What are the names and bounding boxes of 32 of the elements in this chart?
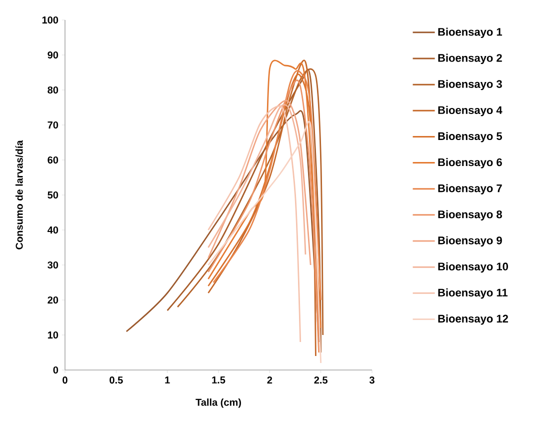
legend-label: Bioensayo 9 (438, 236, 502, 247)
legend-label: Bioensayo 4 (438, 106, 502, 116)
y-tick-label: 30 (48, 261, 58, 269)
legend-label: Bioensayo 8 (438, 210, 502, 220)
y-tick-label: 0 (53, 366, 58, 374)
y-tick-label: 70 (48, 121, 58, 129)
legend-label: Bioensayo 3 (438, 80, 502, 90)
y-axis-title: Consumo de larvas/día (15, 140, 23, 250)
y-tick-label: 80 (48, 86, 58, 94)
legend-label: Bioensayo 1 (438, 28, 502, 38)
x-tick-label: 0 (62, 376, 68, 384)
legend-label: Bioensayo 2 (438, 54, 502, 64)
legend-label: Bioensayo 5 (438, 132, 502, 142)
x-tick-label: 2.5 (314, 376, 328, 384)
x-tick-label: 0.5 (110, 376, 123, 384)
legend-label: Bioensayo 6 (438, 158, 502, 168)
y-tick-label: 100 (42, 16, 58, 24)
legend-label: Bioensayo 7 (438, 184, 502, 194)
x-tick-label: 1.5 (212, 376, 226, 384)
y-tick-label: 50 (48, 191, 58, 199)
legend-label: Bioensayo 12 (438, 314, 508, 325)
y-tick-label: 60 (48, 156, 58, 164)
x-axis-title: Talla (cm) (196, 398, 241, 408)
x-tick-label: 1 (165, 376, 170, 384)
legend-label: Bioensayo 11 (438, 288, 508, 299)
y-tick-label: 40 (48, 226, 58, 234)
y-tick-label: 10 (48, 331, 58, 339)
x-tick-label: 3 (369, 376, 374, 384)
x-tick-label: 2 (267, 376, 272, 384)
y-tick-label: 90 (48, 51, 58, 59)
legend-label: Bioensayo 10 (438, 262, 508, 273)
y-tick-label: 20 (48, 296, 58, 304)
